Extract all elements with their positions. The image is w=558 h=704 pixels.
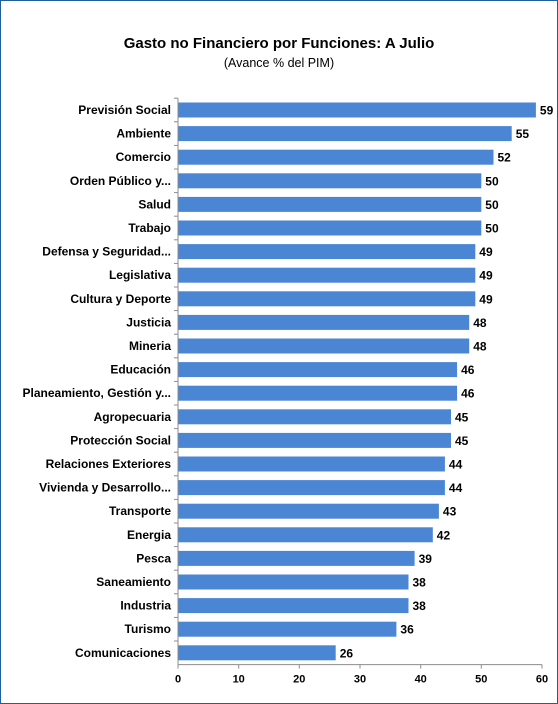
value-label: 26 xyxy=(340,646,354,660)
bar-8 xyxy=(178,291,476,307)
chart-title: Gasto no Financiero por Funciones: A Jul… xyxy=(123,35,435,52)
value-label: 45 xyxy=(455,410,469,424)
bar-10 xyxy=(178,338,470,354)
value-label: 39 xyxy=(419,552,433,566)
bars-group xyxy=(178,102,536,661)
value-label: 50 xyxy=(485,174,499,188)
labels-group: Previsión Social 59 Ambiente 55 Comercio 52 Or… xyxy=(23,103,554,660)
bar-2 xyxy=(178,149,494,165)
bar-23 xyxy=(178,645,336,661)
value-label: 38 xyxy=(413,576,427,590)
category-label: Pesca xyxy=(136,551,171,565)
bar-0 xyxy=(178,102,536,118)
bar-3 xyxy=(178,173,482,189)
category-label: Orden Público y... xyxy=(70,174,171,188)
axes-group: 0 10 20 30 40 50 60 xyxy=(174,97,548,686)
value-label: 48 xyxy=(473,316,487,330)
value-label: 59 xyxy=(540,104,554,118)
value-label: 46 xyxy=(461,363,475,377)
value-label: 49 xyxy=(479,292,493,306)
category-label: Previsión Social xyxy=(78,103,171,117)
category-label: Educación xyxy=(110,363,171,377)
bar-9 xyxy=(178,314,470,330)
bar-13 xyxy=(178,409,451,425)
bar-7 xyxy=(178,267,476,283)
value-label: 52 xyxy=(498,151,512,165)
category-label: Comercio xyxy=(116,150,171,164)
x-tick-label: 0 xyxy=(175,674,181,686)
x-tick-label: 40 xyxy=(415,674,427,686)
category-label: Legislativa xyxy=(109,268,171,282)
chart-subtitle: (Avance % del PIM) xyxy=(223,56,335,70)
bar-18 xyxy=(178,527,433,543)
x-tick-label: 50 xyxy=(475,674,487,686)
value-label: 49 xyxy=(479,269,493,283)
value-label: 45 xyxy=(455,434,469,448)
value-label: 55 xyxy=(516,127,530,141)
x-tick-label: 20 xyxy=(293,674,305,686)
value-label: 36 xyxy=(400,623,414,637)
category-label: Relaciones Exteriores xyxy=(46,457,172,471)
category-label: Saneamiento xyxy=(96,575,171,589)
category-label: Trabajo xyxy=(128,221,171,235)
value-label: 44 xyxy=(449,481,463,495)
category-label: Agropecuaria xyxy=(94,410,172,424)
bar-22 xyxy=(178,621,397,637)
value-label: 44 xyxy=(449,458,463,472)
category-label: Cultura y Deporte xyxy=(70,292,171,306)
category-label: Energia xyxy=(127,528,171,542)
category-label: Turismo xyxy=(125,622,171,636)
x-tick-label: 30 xyxy=(354,674,366,686)
value-label: 43 xyxy=(443,505,457,519)
bar-12 xyxy=(178,385,458,401)
bar-16 xyxy=(178,480,445,496)
x-tick-label: 10 xyxy=(233,674,245,686)
value-label: 49 xyxy=(479,245,493,259)
value-label: 50 xyxy=(485,198,499,212)
value-label: 38 xyxy=(413,599,427,613)
category-label: Mineria xyxy=(129,339,171,353)
category-label: Transporte xyxy=(109,504,171,518)
bar-20 xyxy=(178,574,409,590)
bar-19 xyxy=(178,550,415,566)
value-label: 50 xyxy=(485,222,499,236)
category-label: Comunicaciones xyxy=(75,646,171,660)
bar-4 xyxy=(178,196,482,212)
value-label: 46 xyxy=(461,387,475,401)
bar-5 xyxy=(178,220,482,236)
value-label: 48 xyxy=(473,340,487,354)
bar-21 xyxy=(178,598,409,614)
bar-11 xyxy=(178,362,458,378)
category-label: Protección Social xyxy=(70,433,171,447)
x-tick-label: 60 xyxy=(536,674,548,686)
category-label: Ambiente xyxy=(116,127,171,141)
bar-1 xyxy=(178,126,512,142)
bar-17 xyxy=(178,503,439,519)
value-label: 42 xyxy=(437,528,451,542)
category-label: Defensa y Seguridad... xyxy=(42,245,171,259)
bar-14 xyxy=(178,432,451,448)
category-label: Justicia xyxy=(126,315,171,329)
category-label: Industria xyxy=(120,599,171,613)
category-label: Vivienda y Desarrollo... xyxy=(39,481,171,495)
category-label: Salud xyxy=(138,197,171,211)
category-label: Planeamiento, Gestión y... xyxy=(23,386,171,400)
bar-6 xyxy=(178,244,476,260)
bar-15 xyxy=(178,456,445,472)
